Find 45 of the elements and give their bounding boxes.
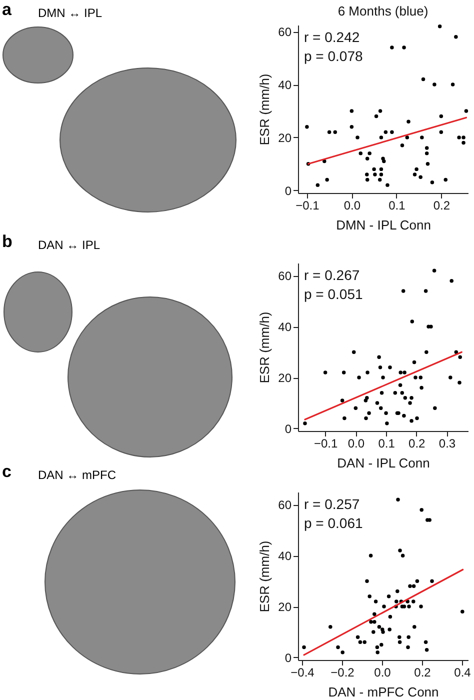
x-tick-label: 0.3: [438, 436, 456, 450]
y-axis-title: ESR (mm/h): [257, 74, 272, 146]
x-tick-label: 0.2: [414, 666, 432, 680]
x-tick-label: 0.0: [344, 198, 361, 212]
annotation: r = 0.242: [304, 29, 360, 45]
x-axis-title: DMN - IPL Conn: [336, 218, 431, 232]
text: DMN ↔ IPL: [38, 6, 102, 20]
x-tick-label: 0.2: [408, 436, 426, 450]
y-tick-label: 40: [278, 549, 292, 564]
chart-title: 6 Months (blue): [338, 3, 428, 18]
annotation: r = 0.267: [304, 267, 360, 283]
x-axis-title: DAN - IPL Conn: [337, 456, 430, 470]
x-tick-label: −0.1: [314, 436, 338, 450]
x-axis-title: DAN - mPFC Conn: [328, 684, 439, 700]
x-tick-label: 0.0: [374, 666, 392, 680]
text: a: [2, 0, 12, 20]
annotation: p = 0.061: [304, 515, 363, 531]
x-tick-label: 0.1: [388, 198, 406, 212]
y-tick-label: 0: [284, 650, 292, 665]
text: DAN ↔ IPL: [38, 238, 100, 252]
x-tick-label: 0.2: [433, 198, 450, 212]
y-tick-label: 40: [278, 320, 292, 334]
annotation: r = 0.257: [304, 496, 360, 512]
x-tick-label: −0.4: [290, 666, 315, 680]
y-tick-label: 0: [284, 184, 292, 198]
text: b: [2, 232, 12, 252]
annotation: p = 0.078: [304, 48, 363, 64]
x-tick-label: 0.1: [378, 436, 396, 450]
y-tick-label: 0: [284, 422, 292, 436]
y-tick-label: 20: [278, 600, 292, 614]
y-tick-label: 40: [278, 78, 292, 92]
text: c: [2, 462, 12, 482]
x-tick-label: −0.1: [296, 198, 320, 212]
y-axis-title: ESR (mm/h): [257, 312, 272, 384]
y-tick-label: 60: [278, 25, 292, 40]
y-axis-title: ESR (mm/h): [257, 540, 272, 612]
x-tick-label: −0.2: [330, 666, 355, 680]
x-tick-label: 0.0: [348, 436, 365, 450]
y-tick-label: 20: [278, 130, 292, 145]
text: DAN ↔ mPFC: [38, 468, 116, 482]
annotation: p = 0.051: [304, 286, 363, 302]
x-tick-label: 0.4: [454, 666, 472, 680]
y-tick-label: 60: [278, 498, 292, 512]
y-tick-label: 60: [278, 269, 292, 284]
y-tick-label: 20: [278, 371, 292, 386]
